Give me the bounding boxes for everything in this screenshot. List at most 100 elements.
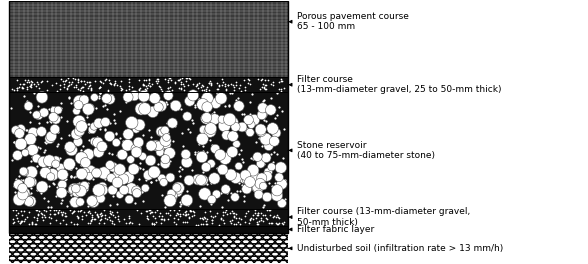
Point (105, 81, 115, 85)
Point (49, 114, 58, 118)
Point (269, 80, 278, 84)
Point (116, 109, 125, 114)
Point (32, 156, 41, 161)
Point (66, 167, 76, 171)
Point (261, 137, 270, 141)
Point (207, 197, 216, 202)
Point (41, 171, 50, 175)
Point (230, 137, 240, 142)
Point (46, 175, 55, 179)
Point (142, 102, 152, 106)
Point (72, 222, 81, 227)
Point (113, 83, 122, 87)
Point (229, 211, 238, 215)
Point (142, 214, 152, 219)
Point (53, 129, 62, 134)
Point (269, 194, 279, 198)
Point (51, 212, 60, 216)
Point (211, 101, 220, 105)
Point (152, 208, 162, 213)
Point (236, 217, 246, 221)
Point (179, 82, 188, 86)
Point (62, 214, 71, 219)
Point (60, 79, 69, 84)
Point (215, 223, 224, 227)
Point (76, 208, 85, 212)
Point (156, 104, 166, 108)
Point (221, 88, 230, 92)
Point (39, 208, 49, 212)
Point (71, 200, 80, 204)
Point (188, 121, 198, 125)
Point (235, 181, 244, 185)
Point (185, 99, 195, 103)
Point (198, 169, 208, 174)
Point (9, 140, 18, 144)
Point (176, 86, 185, 91)
Point (178, 131, 187, 135)
Point (45, 220, 55, 225)
Point (217, 83, 226, 88)
Point (123, 175, 133, 180)
Point (259, 203, 269, 207)
Point (16, 199, 25, 204)
Point (169, 208, 179, 213)
Point (219, 125, 229, 129)
Point (183, 127, 193, 131)
Point (200, 124, 209, 128)
Text: Filter course
(13-mm-diameter gravel, 25 to 50-mm thick): Filter course (13-mm-diameter gravel, 25… (297, 75, 502, 95)
Point (17, 213, 26, 217)
Point (108, 194, 118, 198)
Point (37, 96, 46, 101)
Point (136, 107, 146, 111)
Point (181, 220, 190, 224)
Point (76, 134, 85, 138)
Point (207, 218, 216, 222)
Point (133, 165, 143, 169)
Point (254, 129, 263, 134)
Point (81, 101, 90, 105)
Point (29, 82, 39, 86)
Point (242, 126, 251, 130)
Point (139, 91, 148, 95)
Point (107, 152, 116, 156)
Point (74, 87, 83, 91)
Point (121, 100, 131, 104)
Point (52, 89, 62, 93)
Point (16, 220, 25, 224)
Point (69, 209, 79, 213)
Point (85, 84, 94, 88)
Point (86, 86, 96, 90)
Point (15, 197, 24, 202)
Point (72, 83, 81, 87)
Point (201, 89, 211, 93)
Bar (9, 1, 288, 233)
Point (56, 115, 66, 119)
Point (179, 88, 188, 92)
Point (105, 209, 115, 213)
Point (263, 170, 273, 174)
Point (32, 188, 42, 192)
Point (236, 89, 245, 93)
Point (128, 221, 137, 225)
Point (149, 170, 159, 174)
Point (275, 80, 284, 84)
Point (156, 98, 165, 103)
Point (247, 165, 256, 169)
Point (62, 86, 72, 90)
Point (24, 209, 34, 214)
Point (197, 155, 206, 159)
Point (154, 84, 163, 88)
Point (235, 83, 245, 87)
Point (151, 210, 160, 214)
Point (272, 215, 281, 219)
Point (116, 84, 125, 88)
Point (98, 81, 108, 85)
Point (31, 222, 41, 227)
Point (149, 141, 159, 145)
Point (220, 134, 230, 138)
Point (205, 209, 215, 213)
Point (105, 97, 115, 101)
Point (61, 176, 71, 181)
Point (14, 182, 24, 187)
